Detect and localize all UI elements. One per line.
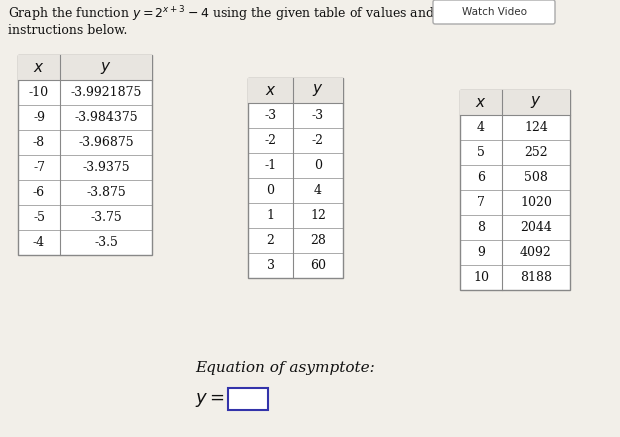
Text: 12: 12: [310, 209, 326, 222]
Text: -3.875: -3.875: [86, 186, 126, 199]
Text: -4: -4: [33, 236, 45, 249]
Text: 124: 124: [524, 121, 548, 134]
Bar: [460, 90, 570, 115]
Text: $x$: $x$: [33, 60, 45, 75]
Text: Graph the function $y = 2^{x+3} - 4$ using the given table of values and followi: Graph the function $y = 2^{x+3} - 4$ usi…: [8, 4, 489, 24]
Text: 0: 0: [267, 184, 275, 197]
Text: $y =$: $y =$: [195, 391, 224, 409]
Text: 1020: 1020: [520, 196, 552, 209]
Text: instructions below.: instructions below.: [8, 24, 127, 37]
Text: -3.9921875: -3.9921875: [70, 86, 142, 99]
Text: $y$: $y$: [312, 83, 324, 98]
Text: 60: 60: [310, 259, 326, 272]
Text: $x$: $x$: [265, 83, 277, 98]
FancyBboxPatch shape: [433, 0, 555, 24]
Text: 4: 4: [477, 121, 485, 134]
Text: -3.5: -3.5: [94, 236, 118, 249]
Bar: [460, 90, 570, 290]
Text: 0: 0: [314, 159, 322, 172]
Text: 8188: 8188: [520, 271, 552, 284]
Bar: [248, 78, 343, 103]
Text: 8: 8: [477, 221, 485, 234]
Bar: [228, 388, 268, 410]
Text: -3.9375: -3.9375: [82, 161, 130, 174]
Text: -2: -2: [312, 134, 324, 147]
Text: $x$: $x$: [475, 95, 487, 110]
Text: Equation of asymptote:: Equation of asymptote:: [195, 361, 374, 375]
Text: -3: -3: [312, 109, 324, 122]
Text: 6: 6: [477, 171, 485, 184]
Text: 2: 2: [267, 234, 275, 247]
Text: $y$: $y$: [100, 59, 112, 76]
Text: -6: -6: [33, 186, 45, 199]
Text: 7: 7: [477, 196, 485, 209]
Text: -1: -1: [265, 159, 277, 172]
Text: -3: -3: [265, 109, 277, 122]
Text: -2: -2: [265, 134, 277, 147]
Text: -7: -7: [33, 161, 45, 174]
Text: -3.75: -3.75: [90, 211, 122, 224]
Bar: [248, 78, 343, 278]
Text: -8: -8: [33, 136, 45, 149]
Text: 9: 9: [477, 246, 485, 259]
Text: Watch Video: Watch Video: [461, 7, 526, 17]
Text: -5: -5: [33, 211, 45, 224]
Text: 252: 252: [524, 146, 548, 159]
Text: -9: -9: [33, 111, 45, 124]
Text: 5: 5: [477, 146, 485, 159]
Text: 4092: 4092: [520, 246, 552, 259]
Text: 10: 10: [473, 271, 489, 284]
Bar: [18, 55, 152, 80]
Text: 4: 4: [314, 184, 322, 197]
Text: 28: 28: [310, 234, 326, 247]
Text: -10: -10: [29, 86, 49, 99]
Text: 3: 3: [267, 259, 275, 272]
Text: 508: 508: [524, 171, 548, 184]
Text: -3.96875: -3.96875: [78, 136, 134, 149]
Text: -3.984375: -3.984375: [74, 111, 138, 124]
Text: 2044: 2044: [520, 221, 552, 234]
Text: $y$: $y$: [530, 94, 542, 111]
Text: 1: 1: [267, 209, 275, 222]
Bar: [18, 55, 152, 255]
